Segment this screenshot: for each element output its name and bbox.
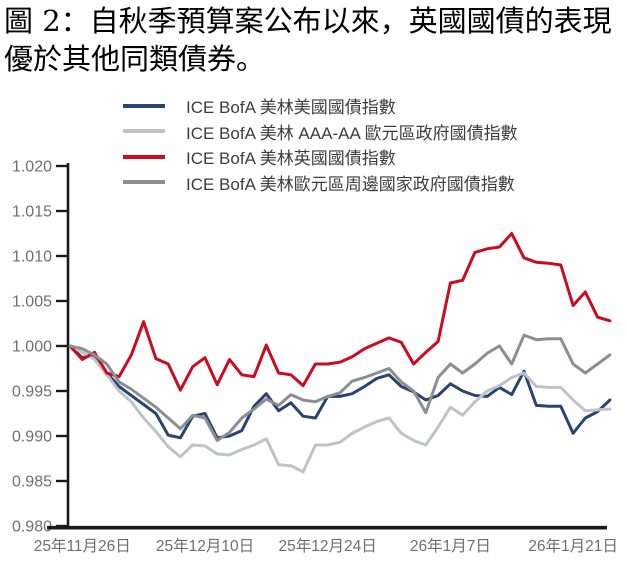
legend-label-aaa-aa-euro-govt: ICE BofA 美林 AAA-AA 歐元區政府國債指數: [186, 123, 518, 143]
x-axis-tick-label: 26年1月7日: [410, 537, 491, 555]
legend-swatch-uk-gilt: [123, 154, 165, 159]
series-line-us-treasury: [68, 344, 612, 440]
legend-item-aaa-aa-euro-govt: ICE BofA 美林 AAA-AA 歐元區政府國債指數: [123, 119, 518, 145]
y-axis-tick-label: 1.005: [12, 294, 52, 311]
y-axis-tick-label: 0.980: [12, 519, 52, 536]
legend-swatch-aaa-aa-euro-govt: [123, 129, 165, 134]
y-axis-tick-label: 1.000: [12, 339, 52, 356]
y-axis-tick-label: 0.990: [12, 429, 52, 446]
legend-item-euro-periphery-govt: ICE BofA 美林歐元區周邊國家政府國債指數: [123, 170, 518, 196]
x-axis-tick-label: 26年1月21日: [528, 537, 618, 555]
x-axis-tick-label: 25年11月26日: [34, 537, 131, 555]
y-axis-tick-label: 1.020: [12, 159, 52, 176]
y-axis-tick-label: 1.015: [12, 204, 52, 221]
chart-legend: ICE BofA 美林美國國債指數 ICE BofA 美林 AAA-AA 歐元區…: [123, 93, 518, 195]
legend-label-us-treasury: ICE BofA 美林美國國債指數: [186, 98, 396, 118]
y-axis-tick-label: 0.985: [12, 474, 52, 491]
series-line-euro-periphery-govt: [68, 333, 612, 442]
figure-title-line1: 圖 2：自秋季預算案公布以來，英國國債的表現: [4, 4, 612, 38]
legend-label-uk-gilt: ICE BofA 美林英國國債指數: [186, 149, 396, 169]
legend-swatch-us-treasury: [123, 103, 165, 108]
legend-swatch-euro-periphery-govt: [123, 180, 165, 185]
legend-item-uk-gilt: ICE BofA 美林英國國債指數: [123, 144, 518, 170]
x-axis-tick-label: 25年12月10日: [156, 537, 254, 555]
x-axis-tick-label: 25年12月24日: [279, 537, 377, 555]
legend-item-us-treasury: ICE BofA 美林美國國債指數: [123, 93, 518, 119]
series-line-uk-gilt: [68, 232, 612, 392]
figure-title: 圖 2：自秋季預算案公布以來，英國國債的表現 優於其他同類債券。: [4, 2, 624, 78]
figure-title-line2: 優於其他同類債券。: [4, 42, 266, 76]
y-axis-tick-label: 1.010: [12, 249, 52, 266]
series-line-aaa-aa-euro-govt: [68, 344, 612, 474]
legend-label-euro-periphery-govt: ICE BofA 美林歐元區周邊國家政府國債指數: [186, 174, 515, 194]
y-axis-tick-label: 0.995: [12, 384, 52, 401]
